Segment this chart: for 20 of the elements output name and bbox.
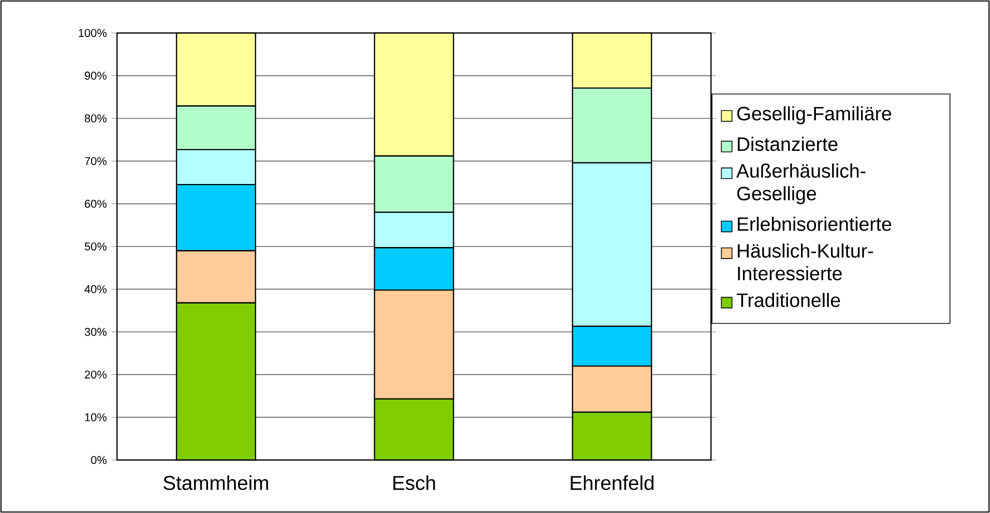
legend-label: Gesellig-Familiäre — [737, 106, 892, 124]
y-tick-label: 70% — [84, 157, 107, 166]
legend-label: Distanzierte — [738, 136, 838, 152]
y-tick-label: 50% — [84, 242, 107, 250]
y-tick-label: 10% — [85, 413, 107, 422]
legend-label: Häuslich-Kultur-Interessierte — [738, 243, 873, 280]
y-tick-label: 20% — [84, 370, 107, 379]
legend-label: Traditionelle — [736, 292, 840, 308]
y-tick-label: 30% — [84, 328, 107, 336]
x-tick-label: Ehrenfeld — [570, 475, 654, 490]
y-tick-label: 100% — [78, 28, 107, 37]
legend-label: Außerhäuslich-Gesellige — [736, 164, 866, 204]
y-tick-label: 60% — [84, 200, 107, 208]
y-tick-label: 80% — [84, 114, 107, 122]
y-tick-label: 0% — [91, 456, 107, 464]
y-tick-label: 40% — [84, 285, 107, 294]
y-tick-label: 90% — [84, 72, 107, 80]
legend-label: Erlebnisorientierte — [738, 216, 892, 231]
x-tick-label: Stammheim — [164, 475, 268, 490]
x-tick-label: Esch — [393, 475, 435, 490]
